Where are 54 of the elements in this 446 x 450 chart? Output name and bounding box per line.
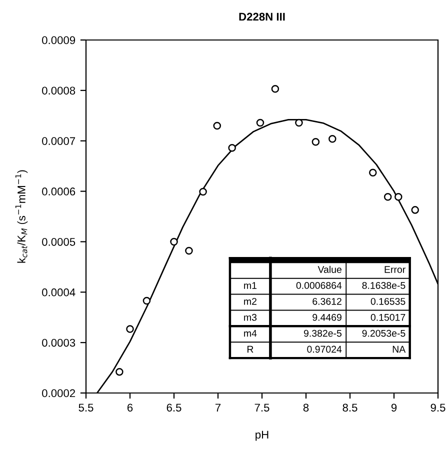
point bbox=[328, 134, 336, 143]
y-tick-label: 0.0009 bbox=[42, 36, 76, 44]
y-tick-label: 0.0003 bbox=[42, 338, 76, 347]
x-tick-label: 6 bbox=[127, 404, 133, 412]
point bbox=[185, 246, 193, 255]
x-tick-label: 8.5 bbox=[342, 404, 358, 412]
annotation: m3 bbox=[244, 314, 257, 321]
point bbox=[369, 168, 377, 177]
point bbox=[170, 238, 178, 246]
y-tick-label: 0.0004 bbox=[42, 288, 76, 296]
point bbox=[312, 138, 320, 146]
annotation: 0.15017 bbox=[370, 314, 406, 321]
chart-title: D228N III bbox=[239, 12, 285, 21]
x-tick-label: 7.5 bbox=[254, 404, 270, 412]
annotation: 0.97024 bbox=[307, 346, 342, 353]
annotation: 9.382e-5 bbox=[304, 330, 342, 337]
annotation: m1 bbox=[244, 282, 256, 289]
x-tick-label: 7 bbox=[215, 404, 221, 412]
x-tick-label: 5.5 bbox=[78, 404, 94, 412]
y-tick-label: 0.0006 bbox=[42, 188, 76, 196]
annotation: NA bbox=[392, 346, 406, 353]
annotation: 0.16535 bbox=[370, 298, 406, 305]
x-tick-label: 9.5 bbox=[430, 404, 446, 412]
point bbox=[256, 118, 264, 127]
point bbox=[228, 144, 236, 152]
point bbox=[295, 118, 303, 127]
x-tick-label: 6.5 bbox=[166, 404, 182, 412]
annotation: Error bbox=[384, 266, 406, 273]
annotation: 8.1638e-5 bbox=[362, 282, 406, 289]
annotation: 0.0006864 bbox=[296, 282, 342, 289]
point bbox=[411, 206, 419, 214]
annotation: 9.4469 bbox=[312, 314, 342, 321]
annotation: m4 bbox=[244, 330, 257, 337]
point bbox=[271, 85, 280, 93]
point bbox=[213, 122, 221, 130]
x-tick-label: 8 bbox=[303, 404, 309, 412]
point bbox=[126, 325, 134, 333]
y-tick-label: 0.0002 bbox=[42, 389, 76, 398]
y-tick-label: 0.0008 bbox=[42, 86, 76, 95]
annotation: Value bbox=[318, 266, 342, 273]
x-axis-title: pH bbox=[256, 430, 268, 441]
annotation: R bbox=[247, 346, 254, 353]
x-tick-label: 9 bbox=[391, 404, 397, 412]
annotation: 9.2053e-5 bbox=[362, 330, 406, 337]
point bbox=[384, 192, 392, 201]
point bbox=[142, 296, 151, 305]
point bbox=[394, 192, 402, 201]
annotation: m2 bbox=[244, 298, 256, 305]
y-tick-label: 0.0007 bbox=[42, 137, 76, 145]
point bbox=[199, 188, 207, 196]
point bbox=[116, 368, 124, 376]
text: k$_{cat}$/K$_{M}$ (s$^{−1}$mM$^{−1}$) bbox=[15, 170, 28, 263]
y-tick-label: 0.0005 bbox=[42, 238, 76, 246]
annotation: 6.3612 bbox=[312, 298, 342, 305]
